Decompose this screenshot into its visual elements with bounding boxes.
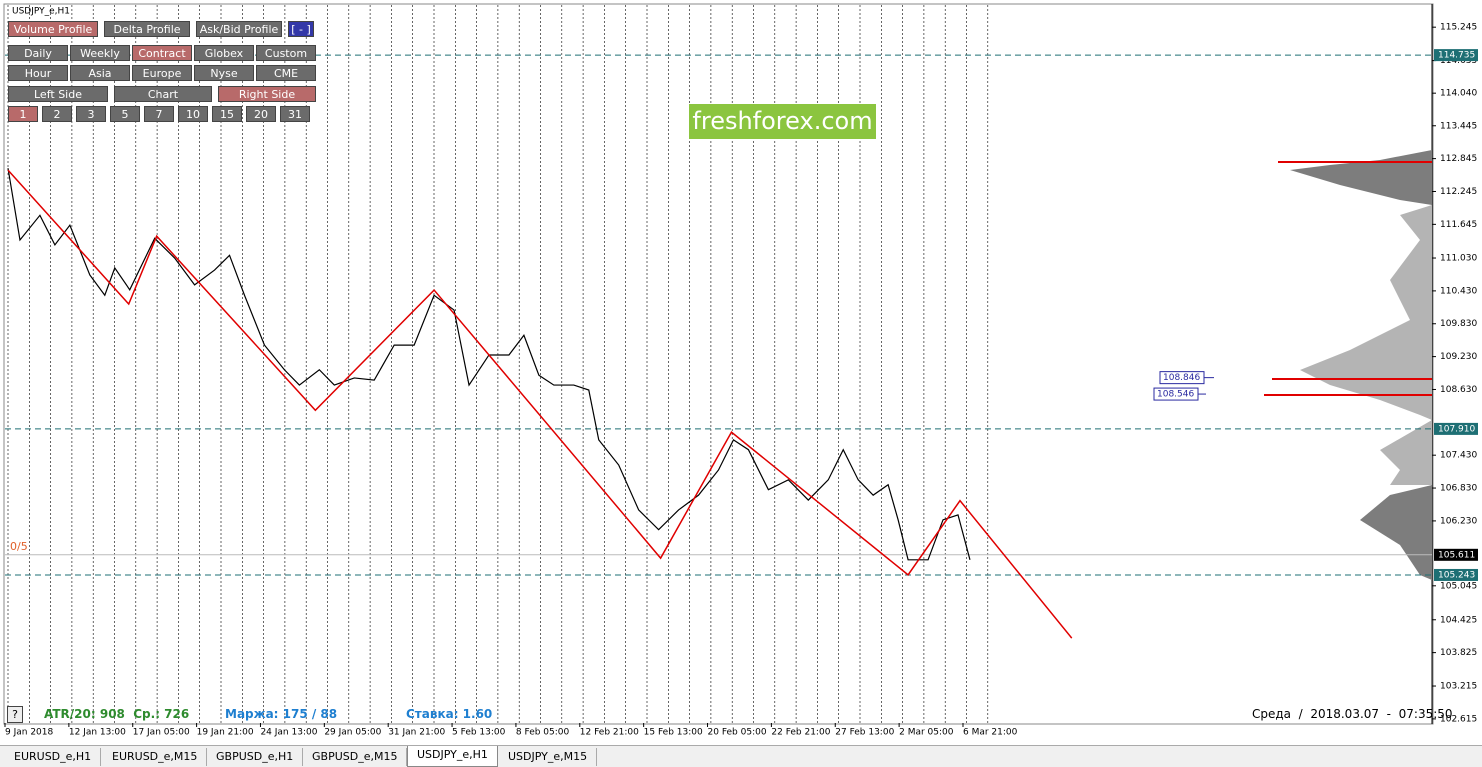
toolbar-button[interactable]: Custom [256, 45, 316, 61]
toolbar-button[interactable]: Hour [8, 65, 68, 81]
toolbar-button[interactable]: Daily [8, 45, 68, 61]
y-tick-label: 110.430 [1440, 286, 1477, 296]
volume-profile [1290, 150, 1432, 205]
y-tick-label: 112.245 [1440, 187, 1477, 197]
level-label-box [1434, 49, 1478, 62]
volume-profile [1380, 420, 1432, 485]
level-label-box [1434, 548, 1478, 561]
x-tick-label: 8 Feb 05:00 [516, 728, 570, 738]
toolbar-button[interactable]: Delta Profile [104, 21, 190, 37]
chart: USDJPY_e,H1 0/5 115.245114.635114.040113… [3, 3, 1478, 738]
y-tick-label: 103.215 [1440, 682, 1477, 692]
toolbar-button[interactable]: 31 [280, 106, 310, 122]
toolbar-button[interactable]: Ask/Bid Profile [196, 21, 282, 37]
tab-bar: EURUSD_e,H1 EURUSD_e,M15 GBPUSD_e,H1 GBPUSD… [0, 745, 1482, 767]
x-tick-label: 17 Jan 05:00 [133, 728, 190, 738]
level-label: 107.910 [1438, 424, 1475, 434]
x-tick-label: 5 Feb 13:00 [452, 728, 506, 738]
x-tick-label: 20 Feb 05:00 [708, 728, 767, 738]
toolbar-button[interactable]: 3 [76, 106, 106, 122]
toolbar-button[interactable]: 2 [42, 106, 72, 122]
tab[interactable]: EURUSD_e,M15 [103, 748, 208, 766]
rate-text: Ставка: 1.60 [406, 707, 493, 721]
toolbar-button[interactable]: 7 [144, 106, 174, 122]
y-tick-label: 113.445 [1440, 121, 1477, 131]
toolbar-button[interactable]: Volume Profile [8, 21, 98, 37]
y-tick-label: 111.030 [1440, 254, 1477, 264]
marker-label: 108.546 [1157, 390, 1194, 400]
level-label: 114.735 [1438, 51, 1475, 61]
x-tick-label: 12 Jan 13:00 [69, 728, 126, 738]
plot-frame [3, 3, 1434, 725]
tab[interactable]: GBPUSD_e,M15 [303, 748, 408, 766]
tab[interactable]: EURUSD_e,H1 [5, 748, 102, 766]
marker-label: 108.846 [1163, 373, 1200, 383]
marker-box [1159, 371, 1205, 385]
x-tick-label: 22 Feb 21:00 [771, 728, 830, 738]
toolbar-button[interactable]: Right Side [218, 86, 316, 102]
level-label: 105.611 [1438, 550, 1475, 560]
toolbar-button[interactable]: 5 [110, 106, 140, 122]
y-tick-label: 106.230 [1440, 516, 1477, 526]
toolbar-button[interactable]: Nyse [194, 65, 254, 81]
x-tick-label: 15 Feb 13:00 [644, 728, 703, 738]
y-tick-label: 107.430 [1440, 451, 1477, 461]
price-line [7, 168, 971, 561]
help-button[interactable]: ? [7, 706, 23, 723]
x-tick-label: 24 Jan 13:00 [260, 728, 317, 738]
x-tick-label: 27 Feb 13:00 [835, 728, 894, 738]
x-tick-label: 12 Feb 21:00 [580, 728, 639, 738]
toolbar-button[interactable]: Weekly [70, 45, 130, 61]
y-tick-label: 105.045 [1440, 581, 1477, 591]
y-tick-label: 102.615 [1440, 714, 1477, 724]
margin-text: Маржа: 175 / 88 [225, 707, 338, 721]
y-tick-label: 112.845 [1440, 154, 1477, 164]
x-tick-label: 6 Mar 21:00 [963, 728, 1018, 738]
tab[interactable]: GBPUSD_e,H1 [207, 748, 304, 766]
level-label: 105.243 [1438, 570, 1475, 580]
x-tick-label: 29 Jan 05:00 [324, 728, 381, 738]
y-tick-label: 106.830 [1440, 484, 1477, 494]
level-label-box [1434, 422, 1478, 435]
window-title: USDJPY_e,H1 [12, 7, 70, 17]
toolbar-button[interactable]: Chart [114, 86, 212, 102]
tab[interactable]: USDJPY_e,H1 [407, 746, 498, 767]
y-tick-label: 103.825 [1440, 648, 1477, 658]
toolbar-button[interactable]: [ - ] [288, 21, 314, 37]
toolbar-button[interactable]: Contract [132, 45, 192, 61]
toolbar-button[interactable]: Left Side [8, 86, 108, 102]
toolbar-button[interactable]: Europe [132, 65, 192, 81]
y-tick-label: 104.425 [1440, 615, 1477, 625]
volume-profile [1300, 205, 1432, 420]
datetime-text: Среда / 2018.03.07 - 07:35:50 [1252, 707, 1453, 721]
watermark: freshforex.com [689, 104, 876, 139]
y-tick-label: 111.645 [1440, 220, 1477, 230]
toolbar-button[interactable]: 10 [178, 106, 208, 122]
y-tick-label: 108.630 [1440, 385, 1477, 395]
y-tick-label: 109.830 [1440, 319, 1477, 329]
y-tick-label: 114.040 [1440, 89, 1477, 99]
y-tick-label: 115.245 [1440, 23, 1477, 33]
volume-profile [1360, 485, 1432, 580]
toolbar-button[interactable]: 1 [8, 106, 38, 122]
marker-box [1153, 387, 1199, 401]
toolbar-button[interactable]: 15 [212, 106, 242, 122]
x-tick-label: 31 Jan 21:00 [388, 728, 445, 738]
level-label-box [1434, 568, 1478, 581]
toolbar-button[interactable]: Asia [70, 65, 130, 81]
counter: 0/5 [10, 540, 28, 553]
x-tick-label: 19 Jan 21:00 [197, 728, 254, 738]
toolbar-button[interactable]: CME [256, 65, 316, 81]
atr-text: ATR/20: 908 Ср.: 726 [44, 707, 190, 721]
tab[interactable]: USDJPY_e,M15 [499, 748, 598, 766]
x-tick-label: 2 Mar 05:00 [899, 728, 954, 738]
toolbar-button[interactable]: 20 [246, 106, 276, 122]
toolbar-button[interactable]: Globex [194, 45, 254, 61]
y-tick-label: 109.230 [1440, 352, 1477, 362]
zigzag-line [7, 169, 1073, 639]
x-tick-label: 9 Jan 2018 [5, 728, 53, 738]
